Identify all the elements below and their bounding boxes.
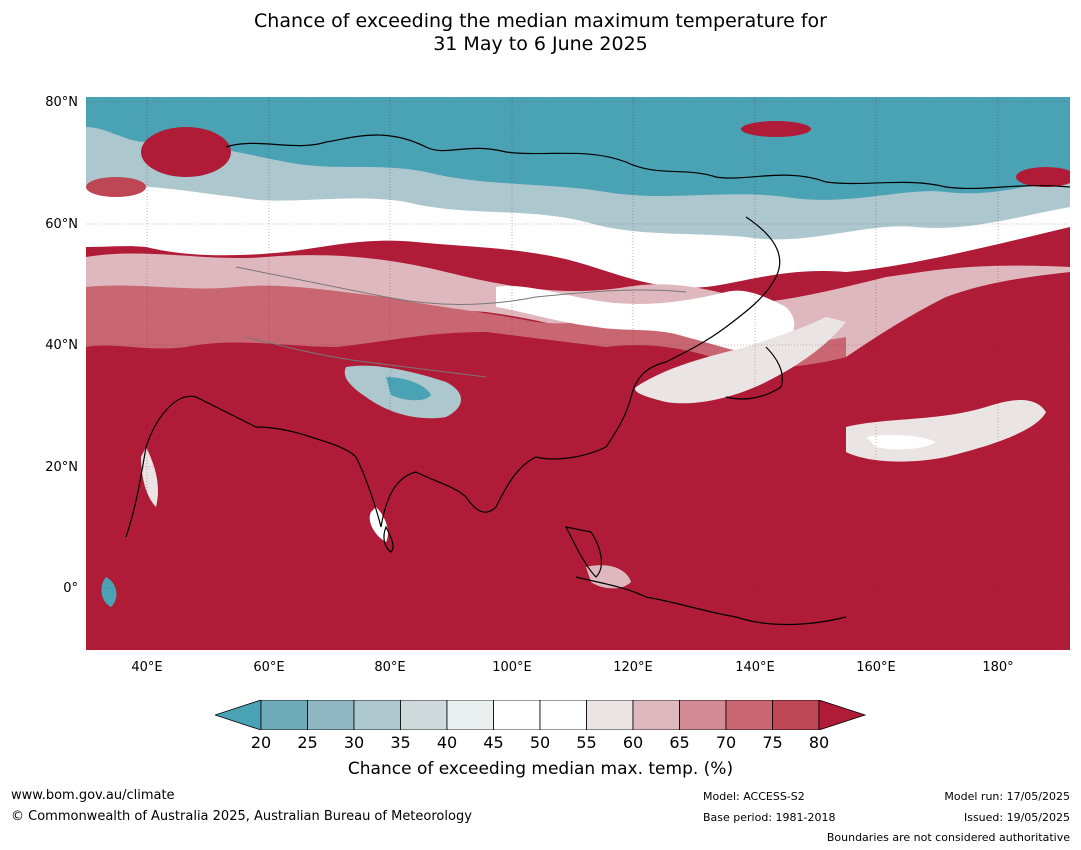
colorbar-label: Chance of exceeding median max. temp. (%… (347, 759, 734, 779)
colorbar-segment (493, 699, 541, 731)
colorbar-segment (725, 699, 773, 731)
colorbar-tick-label: 60 (622, 733, 644, 752)
colorbar-tick-label: 80 (808, 733, 830, 752)
lon-label-180: 180° (982, 660, 1014, 675)
lon-label-40e: 40°E (131, 660, 163, 675)
lon-label-60e: 60°E (253, 660, 285, 675)
colorbar-extend-low (213, 699, 262, 731)
colorbar-tick-label: 30 (343, 733, 365, 752)
colorbar-segment (586, 699, 634, 731)
colorbar-tick-label: 65 (669, 733, 690, 752)
colorbar-segment (539, 699, 587, 731)
colorbar-tick-label: 70 (715, 733, 737, 752)
colorbar-segment (307, 699, 355, 731)
colorbar-segment (679, 699, 727, 731)
model-text: Model: ACCESS-S2 (703, 790, 805, 803)
colorbar-segment (260, 699, 308, 731)
colorbar-extend-high (818, 699, 867, 731)
colorbar-tick-label: 55 (576, 733, 597, 752)
colorbar-tick-label: 50 (529, 733, 551, 752)
colorbar-segment (632, 699, 680, 731)
colorbar-swatches (213, 699, 867, 731)
lon-label-140e: 140°E (735, 660, 775, 675)
map-title: Chance of exceeding the median maximum t… (0, 10, 1081, 56)
colorbar-segment (400, 699, 448, 731)
colorbar-tick-label: 40 (436, 733, 458, 752)
issued-text: Issued: 19/05/2025 (963, 811, 1070, 824)
title-line-1: Chance of exceeding the median maximum t… (254, 10, 827, 32)
colorbar-tick-label: 75 (762, 733, 783, 752)
lat-label-20n: 20°N (45, 460, 78, 475)
colorbar-segment (353, 699, 401, 731)
lat-label-60n: 60°N (45, 217, 78, 232)
colorbar-tick-label: 20 (250, 733, 272, 752)
colorbar-tick-label: 35 (390, 733, 411, 752)
lon-label-120e: 120°E (613, 660, 653, 675)
model-run-text: Model run: 17/05/2025 (944, 790, 1070, 803)
disclaimer-text: Boundaries are not considered authoritat… (826, 831, 1070, 844)
colorbar-segment (446, 699, 494, 731)
lat-label-40n: 40°N (45, 338, 78, 353)
lon-label-80e: 80°E (374, 660, 406, 675)
lon-label-100e: 100°E (492, 660, 532, 675)
map-canvas (86, 97, 1070, 650)
lon-label-160e: 160°E (856, 660, 896, 675)
lat-label-80n: 80°N (45, 95, 78, 110)
title-line-2: 31 May to 6 June 2025 (433, 33, 648, 55)
colorbar (213, 699, 867, 734)
website-link[interactable]: www.bom.gov.au/climate (11, 788, 175, 803)
colorbar-segment (772, 699, 820, 731)
colorbar-tick-label: 45 (483, 733, 504, 752)
copyright-text: © Commonwealth of Australia 2025, Austra… (11, 809, 472, 824)
lat-label-0: 0° (63, 581, 78, 596)
base-period-text: Base period: 1981-2018 (703, 811, 836, 824)
forecast-map (86, 97, 1070, 650)
colorbar-tick-label: 25 (297, 733, 318, 752)
